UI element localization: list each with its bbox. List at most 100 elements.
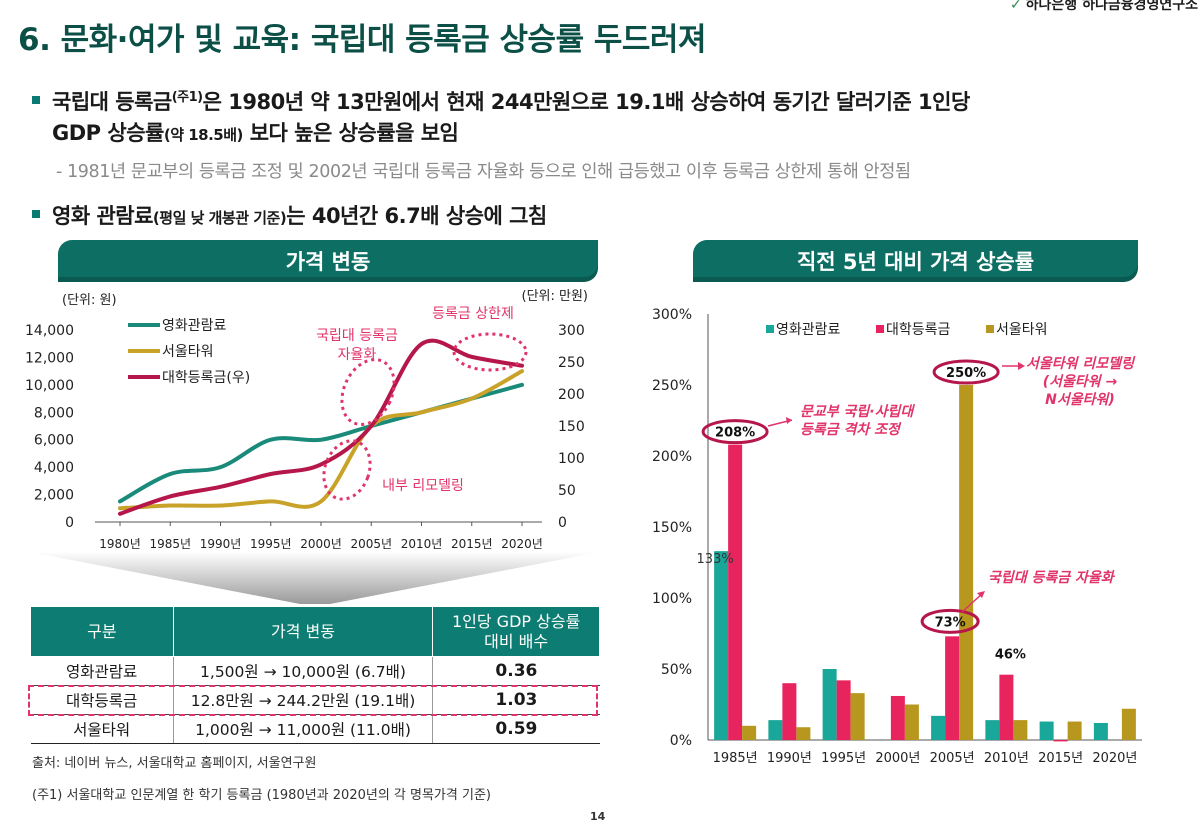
y-tick-label: 250% [652, 378, 692, 394]
bullet-1-cont: GDP 상승률(약 18.5배) 보다 높은 상승률을 보임 [52, 121, 459, 145]
bar-1 [822, 669, 837, 740]
bar-3 [1121, 708, 1136, 740]
table-cell: 1,500원 → 10,000원 (6.7배) [172, 656, 433, 686]
bar-1 [1039, 721, 1054, 740]
x-tick-label: 2010년 [984, 751, 1029, 766]
highlight-box [28, 685, 598, 716]
y-tick-label: 6,000 [34, 433, 74, 449]
page-title: 6. 문화·여가 및 교육: 국립대 등록금 상승률 두드러져 [18, 22, 706, 58]
bar-2 [945, 636, 960, 740]
arrow-head [786, 417, 792, 424]
left-axis-unit: (단위: 원) [62, 293, 117, 308]
y-tick-label: 0% [670, 733, 692, 749]
bar-1 [1093, 722, 1108, 740]
value-ring [701, 419, 769, 445]
y-tick-label: 10,000 [25, 378, 74, 394]
bar-2 [1053, 740, 1068, 742]
table-cell: 1,000원 → 11,000원 (11.0배) [172, 714, 433, 744]
annotation-arrow [961, 592, 984, 613]
value-label: 73% [935, 615, 966, 630]
bar-3 [959, 385, 974, 740]
source-note: 출처: 네이버 뉴스, 서울대학교 홈페이지, 서울연구원 [32, 756, 317, 771]
value-label: 208% [715, 426, 755, 441]
value-label: 46% [995, 648, 1026, 663]
y-tick-label: 14,000 [25, 323, 74, 339]
legend-swatch [766, 325, 774, 333]
y-tick-label: 12,000 [25, 350, 74, 366]
table-cell: 12.8만원 → 244.2만원 (19.1배) [172, 685, 433, 715]
leaf-icon: ✓ [1009, 0, 1022, 13]
x-tick-label: 1995년 [821, 751, 866, 766]
x-tick-label: 1990년 [200, 537, 242, 551]
y2-tick-label: 300 [558, 323, 585, 339]
bar-3 [850, 693, 865, 740]
x-tick-label: 1980년 [99, 537, 141, 551]
legend-label: 서울타워 [996, 322, 1048, 338]
table-row: 대학등록금 12.8만원 → 244.2만원 (19.1배) 1.03 [30, 685, 600, 715]
x-tick-label: 2005년 [930, 751, 975, 766]
bar-3 [796, 727, 811, 740]
table-row: 서울타워 1,000원 → 11,000원 (11.0배) 0.59 [30, 714, 600, 744]
y-tick-label: 2,000 [34, 488, 74, 504]
bar-1 [985, 720, 1000, 740]
bullet-square-icon [32, 210, 40, 218]
bar-3 [1013, 720, 1028, 740]
page-number: 14 [590, 810, 606, 823]
bullet-2: 영화 관람료(평일 낮 개봉관 기준)는 40년간 6.7배 상승에 그침 [32, 200, 547, 230]
x-tick-label: 2015년 [451, 537, 493, 551]
annotation-text: 등록금 격차 조정 [800, 422, 902, 438]
right-axis-unit: (단위: 만원) [522, 289, 589, 304]
y-tick-label: 150% [652, 520, 692, 536]
annotation-text: 자율화 [338, 347, 377, 363]
bar-2 [999, 674, 1014, 740]
bar-chart: 0% 50% 100% 150% 200% 250% 300% 1985년 1990년 1995년… [652, 307, 1142, 766]
bar-1 [931, 715, 946, 740]
data-table: 구분 가격 변동 1인당 GDP 상승률 대비 배수 영화관람료 1,500원 … [30, 606, 600, 744]
bar-2 [728, 444, 743, 740]
legend-label: 서울타워 [162, 344, 214, 360]
annotation-circle [452, 332, 528, 372]
table-cell: 대학등록금 [30, 685, 174, 715]
y2-tick-label: 200 [558, 387, 585, 403]
bullet-square-icon [32, 96, 40, 104]
bullet-1: 국립대 등록금(주1)은 1980년 약 13만원에서 현재 244만원으로 1… [32, 86, 970, 116]
brand-logo: ✓ 하나은행 하나금융경영연구소 [1010, 0, 1198, 14]
y-tick-label: 300% [652, 307, 692, 323]
table-row: 영화관람료 1,500원 → 10,000원 (6.7배) 0.36 [30, 656, 600, 686]
y2-tick-label: 150 [558, 419, 585, 435]
legend-label: 영화관람료 [162, 318, 227, 334]
series-line-2 [118, 369, 524, 511]
legend-label: 대학등록금 [886, 322, 951, 338]
bar-1 [768, 720, 783, 740]
table-cell: 0.59 [432, 714, 600, 744]
annotation-text: N서울타워) [1045, 392, 1115, 408]
x-tick-label: 1985년 [713, 751, 758, 766]
arrow-head [977, 591, 985, 598]
table-cell: 1.03 [432, 685, 600, 715]
bar-2 [836, 680, 851, 740]
arrow-head [1018, 362, 1025, 370]
y2-tick-label: 50 [558, 483, 576, 499]
x-tick-label: 2015년 [1038, 751, 1083, 766]
annotation-text: 서울타워 리모델링 [1026, 356, 1136, 372]
footnote: (주1) 서울대학교 인문계열 한 학기 등록금 (1980년과 2020년의 … [32, 788, 491, 803]
x-tick-label: 2000년 [875, 751, 920, 766]
bar-2 [890, 695, 905, 740]
annotation-text: 등록금 상한제 [432, 306, 514, 322]
table-header: 1인당 GDP 상승률 대비 배수 [432, 606, 600, 657]
line-chart: (단위: 원) (단위: 만원) 0 2,000 4,000 6,000 8,000 10,0… [25, 289, 589, 551]
x-tick-label: 1990년 [767, 751, 812, 766]
y-tick-label: 4,000 [34, 460, 74, 476]
value-ring [920, 608, 980, 634]
annotation-circle [340, 358, 396, 426]
bar-2 [782, 683, 797, 740]
y-tick-label: 0 [65, 515, 74, 531]
x-tick-label: 2020년 [1092, 751, 1137, 766]
table-header: 구분 [30, 606, 174, 657]
bar-3 [742, 725, 757, 740]
table-cell: 서울타워 [30, 714, 174, 744]
bar-3 [1067, 721, 1082, 740]
value-label: 250% [946, 366, 986, 381]
y-tick-label: 50% [661, 662, 692, 678]
x-tick-label: 1995년 [250, 537, 292, 551]
